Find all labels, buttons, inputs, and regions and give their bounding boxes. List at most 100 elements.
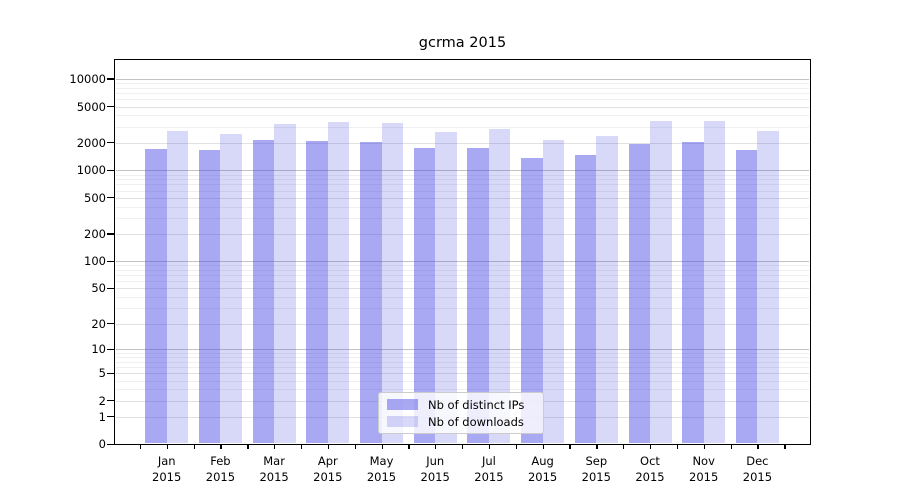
gridline-100 <box>116 261 809 263</box>
minor-gridline <box>116 206 809 208</box>
y-axis-label-50: 50 <box>91 281 106 296</box>
minor-gridline <box>116 275 809 277</box>
minor-gridline <box>116 297 809 298</box>
bar-downloads-jan <box>166 130 189 443</box>
minor-gridline <box>116 87 809 89</box>
x-axis-label-jun: Jun 2015 <box>408 453 462 485</box>
y-axis-label-500: 500 <box>84 190 106 205</box>
gridline-10 <box>116 349 809 351</box>
x-label-year: 2015 <box>313 470 343 484</box>
bar-distinct-ips-apr <box>306 141 328 443</box>
y-axis-label-1: 1 <box>98 409 106 424</box>
minor-gridline <box>116 353 809 354</box>
minor-gridline <box>116 361 809 363</box>
y-axis-tick <box>107 348 114 350</box>
y-axis-tick <box>107 142 114 144</box>
gridline-500 <box>116 197 809 199</box>
x-axis-tick <box>327 445 330 449</box>
bar-downloads-aug <box>542 140 565 443</box>
bar-downloads-may <box>381 122 403 443</box>
x-label-year: 2015 <box>581 470 611 484</box>
y-axis-tick <box>107 78 114 80</box>
bar-downloads-mar <box>274 124 296 443</box>
bar-distinct-ips-mar <box>252 139 275 443</box>
legend-label-distinct-ips: Nb of distinct IPs <box>428 397 525 412</box>
minor-gridline <box>116 190 809 192</box>
x-label-month: Jun <box>426 454 445 468</box>
x-axis-minor-tick <box>354 445 356 449</box>
minor-gridline <box>116 99 809 101</box>
y-axis-label-5000: 5000 <box>76 99 106 114</box>
x-axis-label-jan: Jan 2015 <box>140 453 194 485</box>
minor-gridline <box>116 308 809 310</box>
minor-gridline <box>116 357 809 359</box>
bar-downloads-feb <box>220 134 242 443</box>
x-axis-label-oct: Oct 2015 <box>623 453 677 485</box>
x-label-year: 2015 <box>527 470 558 484</box>
y-axis-label-20: 20 <box>91 316 106 331</box>
x-axis-label-aug: Aug 2015 <box>516 453 570 485</box>
x-label-month: Jan <box>157 454 176 468</box>
minor-gridline <box>116 389 809 391</box>
y-axis-tick <box>107 400 114 402</box>
y-axis-label-5: 5 <box>98 366 106 381</box>
bar-distinct-ips-may <box>360 141 382 443</box>
bar-downloads-sep <box>596 135 618 443</box>
gridline-5000 <box>116 106 809 108</box>
chart-title: gcrma 2015 <box>418 35 507 51</box>
x-axis-tick <box>703 445 705 449</box>
x-label-year: 2015 <box>635 470 665 484</box>
bar-distinct-ips-aug <box>521 157 543 443</box>
x-axis-label-sep: Sep 2015 <box>569 453 623 485</box>
y-axis-label-200: 200 <box>84 227 106 241</box>
bar-downloads-apr <box>327 121 350 443</box>
x-label-month: Mar <box>263 454 285 468</box>
x-label-year: 2015 <box>689 470 719 484</box>
bar-distinct-ips-dec <box>735 150 758 443</box>
bar-distinct-ips-oct <box>628 143 650 443</box>
bar-downloads-jun <box>435 131 457 443</box>
x-axis-tick <box>488 445 491 449</box>
y-axis-tick <box>107 443 114 445</box>
legend-item-distinct-ips: Nb of distinct IPs <box>387 398 535 412</box>
bar-distinct-ips-jan <box>145 149 167 443</box>
x-axis-minor-tick <box>193 445 195 449</box>
x-label-month: Aug <box>531 454 554 468</box>
x-axis-minor-tick <box>139 445 142 449</box>
x-axis-tick <box>542 445 544 449</box>
bar-downloads-jul <box>488 129 511 443</box>
minor-gridline <box>116 115 809 117</box>
x-label-month: Apr <box>317 454 338 468</box>
minor-gridline <box>116 380 809 382</box>
minor-gridline <box>116 126 809 128</box>
bar-downloads-nov <box>703 121 726 443</box>
x-label-month: Jul <box>481 454 496 468</box>
x-label-month: Nov <box>692 454 715 468</box>
x-axis-minor-tick <box>784 445 786 449</box>
bar-distinct-ips-sep <box>574 155 597 443</box>
legend-label-downloads: Nb of downloads <box>428 414 524 429</box>
x-label-year: 2015 <box>259 470 289 484</box>
x-axis-minor-tick <box>676 445 679 449</box>
gridline-50 <box>116 288 809 290</box>
legend-swatch-downloads <box>387 416 418 427</box>
x-axis-tick <box>650 445 652 449</box>
minor-gridline <box>116 184 809 186</box>
y-axis-label-100: 100 <box>84 254 106 269</box>
x-label-year: 2015 <box>474 470 504 484</box>
x-axis-label-mar: Mar 2015 <box>247 453 301 485</box>
x-axis-label-dec: Dec 2015 <box>730 453 784 485</box>
y-axis-tick <box>107 323 114 325</box>
x-label-year: 2015 <box>366 470 397 484</box>
x-axis-tick <box>220 445 222 449</box>
x-axis-tick <box>274 445 276 449</box>
y-axis-tick <box>107 372 114 374</box>
x-label-month: Dec <box>746 454 769 468</box>
x-label-year: 2015 <box>205 470 236 484</box>
x-axis-minor-tick <box>730 445 732 449</box>
y-axis-label-2000: 2000 <box>76 135 106 150</box>
x-axis-minor-tick <box>247 445 249 449</box>
minor-gridline <box>116 265 809 267</box>
x-label-month: May <box>369 454 394 468</box>
legend-swatch-distinct-ips <box>387 399 418 410</box>
